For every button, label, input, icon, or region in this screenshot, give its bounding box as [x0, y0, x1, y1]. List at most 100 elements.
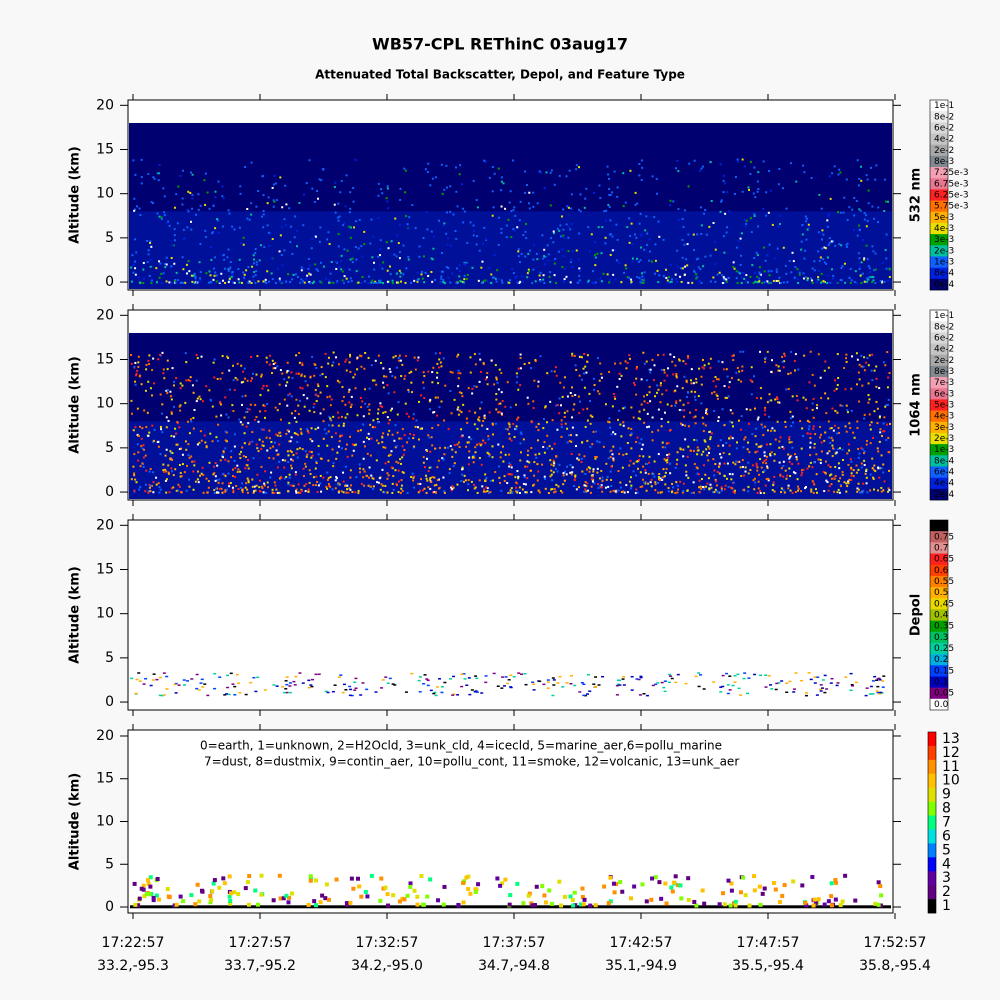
curtain-pixel	[610, 233, 613, 236]
curtain-pixel	[298, 399, 301, 402]
curtain-pixel	[397, 401, 400, 404]
curtain-pixel	[871, 379, 874, 382]
curtain-pixel	[233, 445, 236, 448]
curtain-pixel	[491, 445, 494, 448]
curtain-pixel	[357, 492, 360, 495]
curtain-pixel	[839, 211, 842, 214]
curtain-pixel	[844, 676, 848, 678]
curtain-pixel	[722, 902, 727, 907]
curtain-pixel	[366, 405, 369, 408]
curtain-pixel	[777, 365, 780, 368]
curtain-pixel	[270, 257, 273, 260]
curtain-pixel	[130, 478, 133, 481]
curtain-pixel	[378, 477, 381, 480]
curtain-pixel	[631, 243, 634, 246]
curtain-pixel	[764, 406, 767, 409]
curtain-pixel	[473, 230, 476, 233]
curtain-pixel	[266, 202, 269, 205]
curtain-pixel	[500, 180, 503, 183]
curtain-pixel	[263, 482, 266, 485]
curtain-pixel	[575, 249, 578, 252]
curtain-pixel	[685, 474, 688, 477]
curtain-pixel	[778, 167, 781, 170]
curtain-pixel	[460, 411, 463, 414]
curtain-pixel	[256, 447, 259, 450]
curtain-pixel	[229, 266, 232, 269]
curtain-pixel	[847, 482, 850, 485]
curtain-pixel	[399, 223, 402, 226]
curtain-pixel	[174, 278, 177, 281]
curtain-pixel	[175, 193, 178, 196]
curtain-pixel	[208, 207, 211, 210]
curtain-pixel	[651, 439, 654, 442]
curtain-pixel	[821, 280, 824, 283]
curtain-pixel	[740, 415, 743, 418]
curtain-pixel	[862, 482, 865, 485]
curtain-pixel	[518, 492, 521, 495]
curtain-pixel	[463, 262, 466, 265]
curtain-pixel	[296, 229, 299, 232]
curtain-pixel	[478, 380, 481, 383]
curtain-pixel	[240, 381, 243, 384]
curtain-pixel	[685, 381, 688, 384]
curtain-pixel	[660, 369, 663, 372]
curtain-pixel	[229, 388, 232, 391]
curtain-pixel	[591, 475, 594, 478]
curtain-pixel	[538, 170, 541, 173]
curtain-pixel	[571, 394, 574, 397]
curtain-pixel	[569, 471, 572, 474]
curtain-pixel	[315, 400, 318, 403]
curtain-pixel	[574, 475, 577, 478]
curtain-pixel	[667, 681, 671, 684]
curtain-pixel	[189, 220, 192, 223]
curtain-pixel	[702, 450, 705, 453]
curtain-pixel	[329, 417, 332, 420]
curtain-pixel	[774, 688, 778, 691]
curtain-pixel	[554, 366, 557, 369]
curtain-pixel	[764, 259, 767, 262]
curtain-pixel	[819, 433, 822, 436]
curtain-pixel	[789, 489, 792, 492]
curtain-pixel	[162, 272, 165, 275]
curtain-pixel	[310, 427, 313, 430]
curtain-pixel	[680, 267, 683, 270]
curtain-pixel	[399, 198, 402, 201]
curtain-pixel	[130, 677, 134, 680]
curtain-pixel	[437, 382, 440, 385]
curtain-pixel	[431, 258, 434, 261]
feature-legend: 0=earth, 1=unknown, 2=H2Ocld, 3=unk_cld,…	[200, 739, 722, 753]
curtain-pixel	[685, 258, 688, 261]
curtain-pixel	[805, 692, 809, 694]
curtain-pixel	[743, 893, 748, 898]
curtain-pixel	[252, 262, 255, 265]
curtain-pixel	[646, 393, 649, 396]
curtain-pixel	[522, 482, 525, 485]
curtain-pixel	[830, 436, 833, 439]
curtain-pixel	[214, 462, 217, 465]
curtain-pixel	[425, 449, 428, 452]
curtain-pixel	[382, 261, 385, 264]
curtain-pixel	[697, 266, 700, 269]
curtain-pixel	[216, 491, 219, 494]
curtain-pixel	[153, 428, 156, 431]
curtain-pixel	[728, 453, 731, 456]
curtain-pixel	[506, 682, 510, 685]
curtain-pixel	[300, 373, 303, 376]
curtain-pixel	[717, 419, 720, 422]
curtain-pixel	[184, 401, 187, 404]
curtain-pixel	[461, 473, 464, 476]
curtain-pixel	[268, 437, 271, 440]
curtain-pixel	[500, 412, 503, 415]
curtain-pixel	[479, 444, 482, 447]
curtain-pixel	[351, 443, 354, 446]
curtain-pixel	[397, 480, 400, 483]
curtain-pixel	[577, 258, 580, 261]
curtain-pixel	[838, 168, 841, 171]
curtain-pixel	[568, 440, 571, 443]
curtain-pixel	[732, 266, 735, 269]
curtain-pixel	[617, 418, 620, 421]
curtain-pixel	[643, 400, 646, 403]
curtain-pixel	[868, 354, 871, 357]
curtain-pixel	[510, 487, 513, 490]
curtain-pixel	[543, 900, 548, 905]
